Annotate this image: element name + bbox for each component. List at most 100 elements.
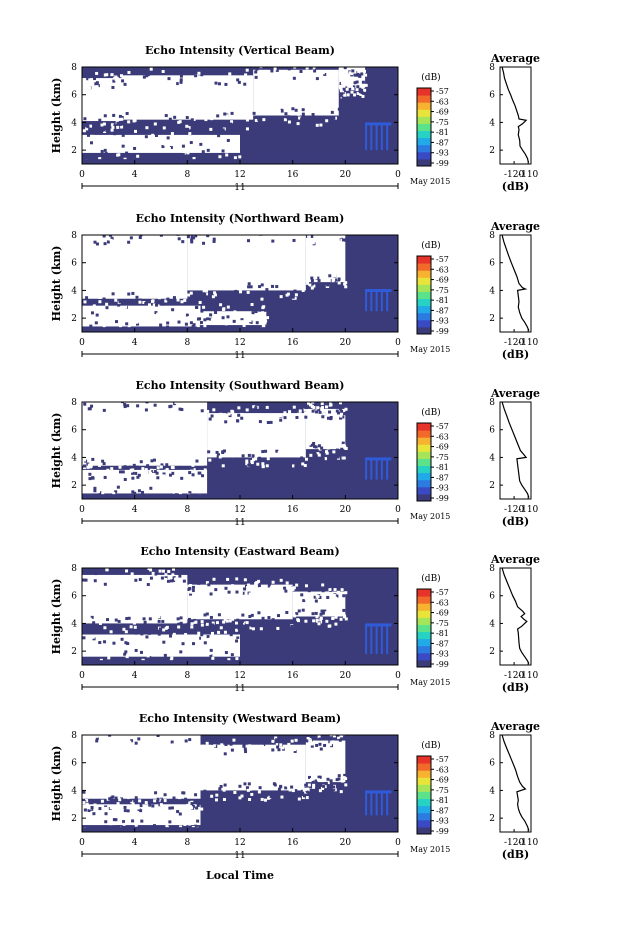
speckle-cell xyxy=(314,611,318,615)
speckle-cell xyxy=(199,321,203,325)
speckle-cell xyxy=(138,651,142,655)
speckle-cell xyxy=(290,624,294,628)
speckle-cell xyxy=(332,593,336,597)
speckle-cell xyxy=(341,96,345,100)
speckle-cell xyxy=(294,108,298,112)
speckle-cell xyxy=(178,737,182,741)
speckle-cell xyxy=(99,580,103,584)
speckle-cell xyxy=(192,157,196,161)
speckle-cell xyxy=(328,743,332,747)
speckle-cell xyxy=(93,579,97,583)
speckle-cell xyxy=(106,403,110,407)
x-tick-label: 20 xyxy=(340,505,352,515)
speckle-cell xyxy=(229,451,233,455)
speckle-cell xyxy=(314,779,318,783)
speckle-cell xyxy=(128,740,132,744)
speckle-cell xyxy=(154,311,158,315)
speckle-cell xyxy=(152,582,156,586)
speckle-cell xyxy=(111,142,115,146)
speckle-cell xyxy=(312,415,316,419)
y-tick-label: 4 xyxy=(71,786,77,796)
colorbar-tick-label: -57 xyxy=(436,755,449,764)
speckle-cell xyxy=(122,820,126,824)
speckle-cell xyxy=(177,625,181,629)
speckle-cell xyxy=(346,60,349,63)
speckle-cell xyxy=(226,461,230,465)
speckle-cell xyxy=(340,588,344,592)
echo-panel-3: Echo Intensity (Eastward Beam)2468Height… xyxy=(50,545,540,694)
speckle-cell xyxy=(127,292,131,296)
average-x-tick-label: -110 xyxy=(518,838,538,848)
speckle-cell xyxy=(290,746,294,750)
speckle-cell xyxy=(142,75,146,79)
y-tick-label: 8 xyxy=(71,731,77,741)
speckle-cell xyxy=(307,589,311,593)
speckle-cell xyxy=(169,146,173,150)
enhanced-echo-strip xyxy=(375,289,378,312)
speckle-cell xyxy=(167,630,171,634)
x-tick-label: 0 xyxy=(395,170,401,180)
speckle-cell xyxy=(284,589,288,593)
speckle-cell xyxy=(181,642,185,646)
colorbar-segment xyxy=(417,291,431,300)
x-tick-label: 12 xyxy=(234,170,245,180)
speckle-cell xyxy=(121,470,125,474)
speckle-cell xyxy=(265,228,268,231)
speckle-cell xyxy=(335,594,339,598)
speckle-cell xyxy=(226,313,230,317)
speckle-cell xyxy=(141,799,145,803)
speckle-cell xyxy=(292,586,296,590)
speckle-cell xyxy=(98,460,102,464)
speckle-cell xyxy=(241,613,245,617)
speckle-cell xyxy=(108,79,112,83)
speckle-cell xyxy=(128,465,132,469)
enhanced-echo-strip xyxy=(386,790,389,816)
speckle-cell xyxy=(152,303,156,307)
speckle-cell xyxy=(93,489,97,493)
speckle-cell xyxy=(202,786,206,790)
speckle-cell xyxy=(304,584,308,588)
colorbar-segment xyxy=(417,777,431,785)
speckle-cell xyxy=(292,230,295,233)
speckle-cell xyxy=(88,626,92,630)
speckle-cell xyxy=(175,806,179,810)
speckle-cell xyxy=(303,229,306,232)
speckle-cell xyxy=(172,743,176,747)
y-tick-label: 4 xyxy=(71,453,77,463)
speckle-cell xyxy=(116,802,120,806)
speckle-cell xyxy=(214,236,218,240)
speckle-cell xyxy=(197,802,201,806)
speckle-cell xyxy=(275,122,279,126)
speckle-cell xyxy=(344,89,348,93)
speckle-cell xyxy=(110,128,114,132)
speckle-cell xyxy=(139,650,143,654)
speckle-cell xyxy=(305,796,309,800)
x-tick-label: 0 xyxy=(79,505,85,515)
speckle-cell xyxy=(285,296,289,300)
speckle-cell xyxy=(164,573,168,577)
speckle-cell xyxy=(321,415,325,419)
speckle-cell xyxy=(313,595,317,599)
speckle-cell xyxy=(151,727,154,730)
speckle-cell xyxy=(146,629,150,633)
speckle-cell xyxy=(244,750,248,754)
colorbar-segment xyxy=(417,437,431,445)
enhanced-echo-strip xyxy=(370,457,373,480)
speckle-cell xyxy=(125,800,129,804)
speckle-cell xyxy=(90,404,94,408)
speckle-cell xyxy=(241,454,245,458)
speckle-cell xyxy=(136,804,140,808)
speckle-cell xyxy=(105,306,109,310)
speckle-cell xyxy=(141,629,145,633)
speckle-cell xyxy=(184,571,188,575)
speckle-cell xyxy=(114,796,118,800)
speckle-cell xyxy=(214,588,218,592)
speckle-cell xyxy=(210,318,214,322)
speckle-cell xyxy=(259,627,263,631)
colorbar-segment xyxy=(417,826,431,835)
speckle-cell xyxy=(316,456,320,460)
speckle-cell xyxy=(237,449,241,453)
speckle-cell xyxy=(184,797,188,801)
speckle-cell xyxy=(256,306,260,310)
speckle-cell xyxy=(145,74,149,78)
